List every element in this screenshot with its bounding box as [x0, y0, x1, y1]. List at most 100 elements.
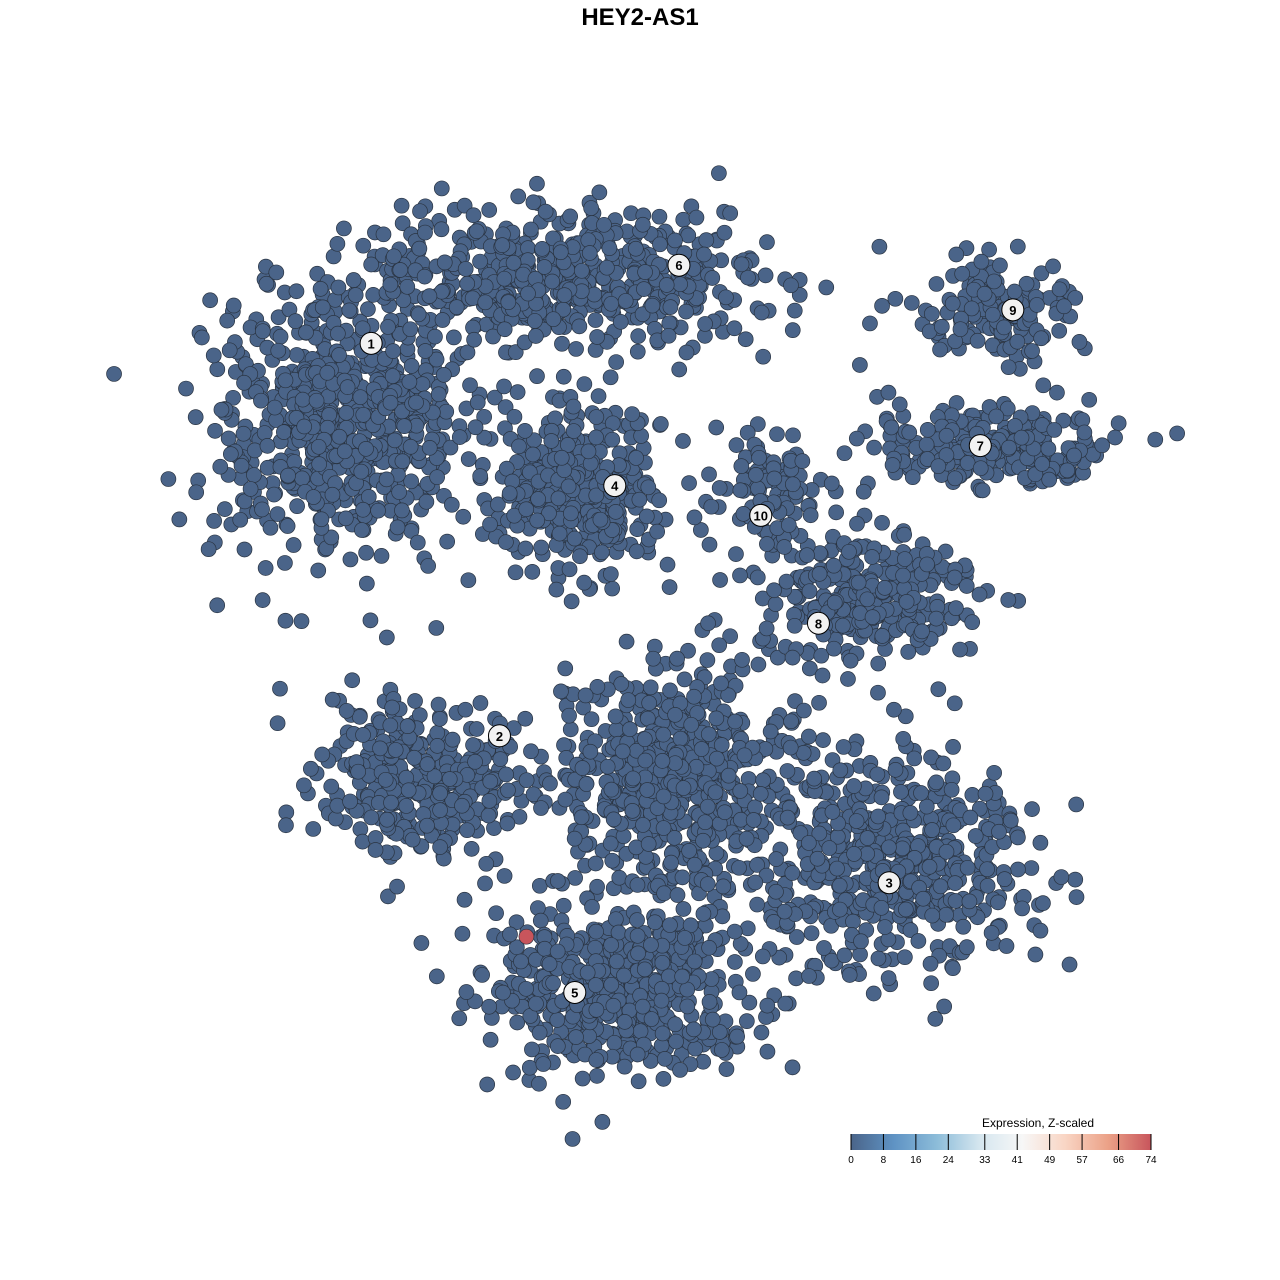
cell-point-cluster-2 [379, 811, 395, 828]
cell-point-cluster-6 [603, 295, 620, 312]
cell-point-cluster-3 [578, 776, 595, 792]
cell-point-cluster-9 [992, 257, 1008, 274]
cell-point-cluster-6 [527, 328, 544, 344]
cell-point-cluster-5 [584, 899, 600, 915]
cell-point-cluster-2 [367, 842, 384, 858]
cell-point-cluster-9 [996, 319, 1012, 336]
cell-point-cluster-6 [671, 361, 688, 378]
cell-point-cluster-9 [1051, 281, 1068, 298]
cell-point-cluster-9 [969, 332, 986, 349]
cell-point-cluster-7 [855, 483, 872, 500]
cell-point-cluster-1 [279, 518, 296, 534]
cell-point-cluster-2 [430, 696, 447, 713]
cell-point-cluster-3 [803, 925, 820, 942]
cell-point-cluster-9 [973, 253, 990, 270]
cell-point-cluster-5 [695, 1053, 712, 1070]
cell-point-cluster-5 [739, 920, 756, 937]
cell-point-cluster-3 [699, 798, 716, 815]
cell-point-cluster-4 [592, 511, 609, 528]
cell-point-cluster-4 [624, 406, 640, 422]
cell-point-cluster-5 [587, 939, 603, 956]
cell-point-cluster-7 [1040, 440, 1057, 457]
cell-point-cluster-5 [630, 1073, 647, 1090]
cell-point-cluster-3 [709, 750, 725, 767]
cell-point-cluster-7 [1066, 447, 1082, 464]
cell-point-cluster-3 [654, 753, 671, 769]
cell-point-cluster-8 [946, 569, 963, 586]
cell-point-cluster-5 [669, 887, 686, 903]
cell-point-cluster-5 [458, 984, 475, 1000]
cell-point-cluster-9 [887, 290, 904, 307]
cell-point-cluster-5 [701, 939, 717, 956]
cell-point-cluster-4 [588, 429, 604, 446]
cell-point-cluster-5 [608, 953, 625, 970]
cell-point-cluster-2 [377, 771, 394, 788]
cell-point-cluster-5 [518, 980, 534, 997]
cell-point-cluster-6 [571, 318, 588, 335]
cell-point-cluster-3 [531, 877, 548, 894]
cell-point-cluster-2 [429, 738, 446, 754]
cell-point-cluster-9 [1056, 298, 1072, 315]
cell-point-cluster-10 [766, 470, 783, 487]
cell-point-cluster-1 [384, 368, 401, 384]
cell-point-cluster-1 [253, 392, 269, 409]
cell-point-cluster-1 [338, 405, 355, 421]
cell-point-cluster-8 [732, 567, 748, 584]
cell-point-cluster-1 [451, 429, 468, 445]
cell-point-cluster-5 [549, 943, 566, 960]
cell-point-cluster-5 [777, 995, 794, 1012]
cell-point-cluster-3 [708, 710, 725, 727]
cell-point-cluster-1 [187, 409, 204, 426]
cell-point-cluster-1 [287, 313, 304, 330]
cell-point-cluster-4 [604, 431, 621, 448]
cell-point-cluster-9 [944, 295, 961, 312]
cluster-label-text: 2 [496, 729, 503, 744]
cell-point-cluster-6 [446, 329, 462, 346]
cell-point-cluster-1 [256, 425, 273, 441]
cell-point-cluster-3 [731, 859, 747, 876]
cell-point-cluster-4 [506, 507, 523, 524]
cell-point-cluster-6 [341, 302, 358, 319]
cell-point-cluster-1 [353, 463, 370, 480]
cell-point-cluster-3 [738, 830, 755, 847]
cell-point-cluster-1 [331, 347, 347, 363]
cell-point-cluster-3 [749, 857, 765, 873]
cell-point-cluster-1 [418, 493, 435, 510]
cell-point-cluster-3 [745, 812, 762, 828]
cell-point-cluster-5 [643, 937, 659, 953]
cell-point-cluster-3 [996, 871, 1013, 888]
cell-point-cluster-10 [701, 536, 718, 553]
cell-point-cluster-3 [962, 809, 979, 826]
cell-point-cluster-3 [945, 960, 961, 977]
cell-point-cluster-8 [919, 556, 935, 573]
cell-point-cluster-2 [467, 753, 483, 770]
cell-point-cluster-1 [254, 323, 271, 340]
cell-point-cluster-4 [511, 438, 527, 455]
cell-point-cluster-10 [733, 458, 750, 474]
cell-point-cluster-6 [634, 216, 651, 233]
cell-point-cluster-3 [836, 947, 853, 964]
cell-point-cluster-4 [588, 487, 605, 504]
cell-point-cluster-3 [873, 789, 890, 806]
cell-point-cluster-5 [754, 948, 771, 965]
cell-point-cluster-3 [784, 865, 801, 881]
cell-point-cluster-4 [541, 505, 557, 522]
cell-point-cluster-3 [555, 897, 572, 914]
cell-point-cluster-6 [457, 261, 474, 277]
cell-point-cluster-3 [605, 811, 622, 828]
cell-point-cluster-4 [565, 423, 582, 439]
cell-point-cluster-3 [801, 660, 818, 677]
cell-point-cluster-1 [360, 489, 377, 505]
cell-point-cluster-6 [716, 224, 733, 241]
cell-point-cluster-10 [732, 482, 749, 499]
cell-point-cluster-10 [823, 475, 840, 492]
cell-point-cluster-3 [811, 825, 828, 842]
cell-point-cluster-3 [518, 772, 535, 789]
cell-point-cluster-5 [532, 912, 549, 929]
cell-point-cluster-3 [902, 922, 919, 938]
cell-point-cluster-1 [439, 533, 456, 550]
cell-point-cluster-6 [536, 259, 553, 275]
cell-point-cluster-3 [607, 708, 624, 725]
cell-point-cluster-1 [205, 347, 222, 364]
cell-point-cluster-1 [277, 372, 294, 389]
